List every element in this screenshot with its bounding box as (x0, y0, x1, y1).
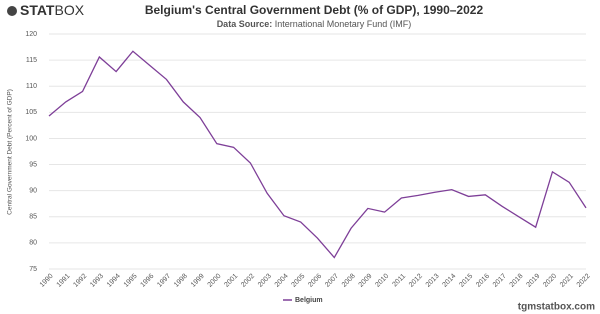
x-tick-label: 2020 (542, 273, 558, 289)
x-tick-label: 1996 (139, 273, 155, 289)
x-tick-label: 2013 (425, 273, 441, 289)
x-tick-label: 2007 (324, 273, 340, 289)
x-tick-label: 2022 (576, 273, 592, 289)
x-tick-label: 2014 (442, 273, 458, 289)
x-tick-label: 2005 (290, 273, 306, 289)
legend-label: Belgium (295, 297, 323, 304)
x-tick-label: 2008 (341, 273, 357, 289)
x-tick-label: 1995 (123, 273, 139, 289)
x-tick-label: 2004 (274, 273, 290, 289)
y-tick-label: 80 (29, 240, 37, 247)
logo-icon (7, 6, 17, 16)
x-tick-label: 2002 (240, 273, 256, 289)
x-tick-label: 2016 (475, 273, 491, 289)
x-tick-label: 1991 (56, 273, 72, 289)
y-tick-label: 110 (26, 83, 37, 90)
x-tick-label: 2012 (408, 273, 424, 289)
x-tick-label: 2017 (492, 273, 508, 289)
x-tick-label: 1992 (72, 273, 88, 289)
y-tick-label: 120 (25, 31, 37, 38)
x-tick-label: 2010 (374, 273, 390, 289)
y-tick-label: 90 (29, 188, 37, 195)
x-tick-label: 2011 (392, 273, 408, 289)
y-tick-label: 100 (25, 135, 37, 142)
chart-title: Belgium's Central Government Debt (% of … (145, 3, 484, 17)
y-tick-label: 85 (29, 214, 37, 221)
logo-text: STATBOX (20, 2, 85, 18)
x-tick-label: 2006 (307, 273, 323, 289)
subtitle: Data Source: International Monetary Fund… (217, 19, 412, 29)
x-tick-label: 1994 (106, 273, 122, 289)
y-axis-label: Central Government Debt (Percent of GDP) (7, 89, 14, 215)
x-tick-label: 1999 (190, 273, 206, 289)
x-tick-label: 1993 (89, 273, 105, 289)
x-tick-label: 2021 (559, 273, 575, 289)
y-tick-label: 105 (25, 109, 37, 116)
y-tick-label: 75 (29, 266, 37, 273)
x-tick-label: 1997 (156, 273, 172, 289)
x-tick-label: 2015 (458, 273, 474, 289)
brand: tgmstatbox.com (518, 302, 595, 313)
x-tick-label: 1998 (173, 273, 189, 289)
x-tick-label: 2000 (207, 273, 223, 289)
data-line (48, 50, 587, 259)
x-tick-label: 2009 (358, 273, 374, 289)
logo: STATBOX (7, 2, 85, 18)
x-tick-label: 2001 (223, 273, 239, 289)
x-tick-label: 2018 (509, 273, 525, 289)
x-tick-label: 2019 (525, 273, 541, 289)
y-tick-label: 115 (26, 57, 37, 64)
y-tick-label: 95 (29, 161, 37, 168)
x-tick-label: 1990 (39, 273, 55, 289)
x-tick-label: 2003 (257, 273, 273, 289)
